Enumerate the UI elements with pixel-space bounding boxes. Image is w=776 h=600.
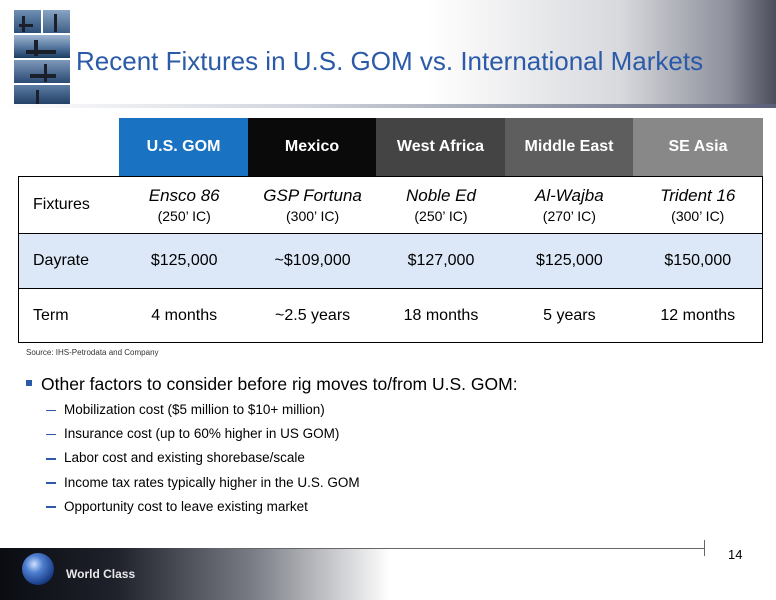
table-cell: Al-Wajba (270’ IC) xyxy=(505,186,633,224)
column-header-mexico: Mexico xyxy=(248,118,376,176)
row-label: Term xyxy=(33,306,69,324)
dash-bullet-icon xyxy=(46,409,56,412)
page-title: Recent Fixtures in U.S. GOM vs. Internat… xyxy=(76,46,704,76)
footer-divider xyxy=(225,548,705,549)
table-cell: $150,000 xyxy=(664,252,732,269)
table-cell: 5 years xyxy=(543,306,596,324)
column-header-us-gom: U.S. GOM xyxy=(119,118,248,176)
sub-bullet-list: Mobilization cost ($5 million to $10+ mi… xyxy=(46,402,360,523)
rig-spec: (250’ IC) xyxy=(414,208,468,224)
rig-photo-strip xyxy=(14,10,70,106)
rig-silhouette xyxy=(26,50,56,54)
row-label: Fixtures xyxy=(33,196,90,213)
table-cell: ~$109,000 xyxy=(274,252,351,269)
list-item-text: Opportunity cost to leave existing marke… xyxy=(64,498,308,514)
square-bullet-icon xyxy=(26,380,32,387)
table-cell: $127,000 xyxy=(407,252,475,269)
rig-name: GSP Fortuna xyxy=(263,186,362,205)
list-item: Opportunity cost to leave existing marke… xyxy=(46,499,360,523)
rig-silhouette xyxy=(34,40,38,56)
table-cell: 12 months xyxy=(660,306,736,324)
table-cell: GSP Fortuna (300’ IC) xyxy=(248,186,376,224)
main-bullet: Other factors to consider before rig mov… xyxy=(26,374,518,395)
table-cell: 18 months xyxy=(403,306,479,324)
column-header-se-asia: SE Asia xyxy=(633,118,763,176)
rig-silhouette xyxy=(44,64,47,82)
globe-icon xyxy=(22,553,54,585)
list-item-text: Mobilization cost ($5 million to $10+ mi… xyxy=(64,402,325,417)
page-number: 14 xyxy=(728,547,743,562)
column-header-middle-east: Middle East xyxy=(505,118,633,176)
dash-bullet-icon xyxy=(46,433,56,436)
list-item: Insurance cost (up to 60% higher in US G… xyxy=(46,426,360,450)
table-cell: $125,000 xyxy=(536,252,603,269)
rig-photo-3 xyxy=(14,35,70,58)
header-divider xyxy=(0,104,776,108)
table-cell: 4 months xyxy=(151,306,218,324)
rig-photo-4 xyxy=(14,60,70,83)
table-row-dayrate: Dayrate $125,000 ~$109,000 $127,000 $125… xyxy=(19,233,762,289)
list-item: Labor cost and existing shorebase/scale xyxy=(46,450,360,474)
footer-brand: World Class xyxy=(66,567,136,581)
rig-photo-5 xyxy=(14,85,70,106)
list-item-text: Income tax rates typically higher in the… xyxy=(64,474,360,490)
rig-spec: (300’ IC) xyxy=(671,208,725,224)
main-bullet-text: Other factors to consider before rig mov… xyxy=(41,374,518,394)
source-note: Source: IHS-Petrodata and Company xyxy=(26,348,159,357)
slide-header: Recent Fixtures in U.S. GOM vs. Internat… xyxy=(0,0,776,108)
rig-spec: (250’ IC) xyxy=(157,208,211,224)
table-cell: Trident 16 (300’ IC) xyxy=(634,186,762,224)
row-label: Dayrate xyxy=(33,252,90,269)
dash-bullet-icon xyxy=(46,482,56,484)
table-cell: Ensco 86 (250’ IC) xyxy=(120,186,248,224)
rig-silhouette xyxy=(19,24,33,27)
list-item: Mobilization cost ($5 million to $10+ mi… xyxy=(46,402,360,426)
rig-name: Trident 16 xyxy=(660,186,736,205)
table-cell: Noble Ed (250’ IC) xyxy=(377,186,505,224)
list-item: Income tax rates typically higher in the… xyxy=(46,475,360,499)
table-cell: $125,000 xyxy=(150,252,218,269)
footer-band xyxy=(0,548,390,600)
table-row-term: Term 4 months ~2.5 years 18 months 5 yea… xyxy=(19,289,762,342)
list-item-text: Labor cost and existing shorebase/scale xyxy=(64,450,305,466)
dash-bullet-icon xyxy=(46,458,56,460)
rig-photo-1 xyxy=(14,10,41,33)
rig-name: Noble Ed xyxy=(406,186,476,205)
rig-silhouette xyxy=(30,74,56,78)
list-item-text: Insurance cost (up to 60% higher in US G… xyxy=(64,426,340,442)
footer-divider-tick xyxy=(704,540,705,556)
table-row-fixtures: Fixtures Ensco 86 (250’ IC) GSP Fortuna … xyxy=(19,177,762,233)
rig-silhouette xyxy=(36,90,39,104)
rig-name: Al-Wajba xyxy=(535,186,604,205)
rig-silhouette xyxy=(54,14,57,32)
rig-name: Ensco 86 xyxy=(148,186,220,205)
rig-spec: (270’ IC) xyxy=(542,208,596,224)
rig-spec: (300’ IC) xyxy=(286,208,340,224)
fixtures-table: Fixtures Ensco 86 (250’ IC) GSP Fortuna … xyxy=(18,176,763,343)
dash-bullet-icon xyxy=(46,506,56,508)
table-cell: ~2.5 years xyxy=(275,306,351,324)
column-header-west-africa: West Africa xyxy=(376,118,505,176)
